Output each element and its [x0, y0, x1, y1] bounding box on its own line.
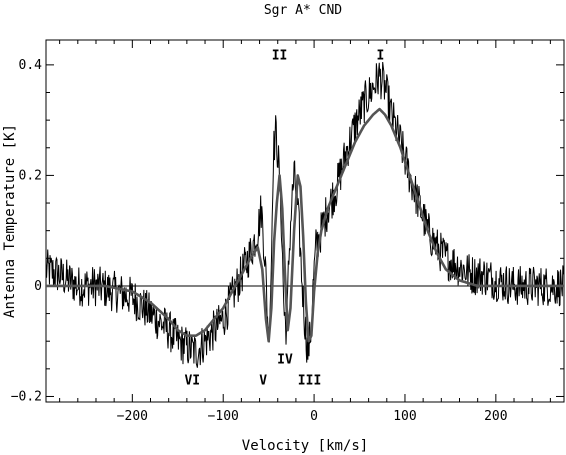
chart-title: Sgr A* CND [264, 3, 342, 18]
x-tick-label: 100 [393, 409, 416, 424]
peak-label: III [298, 373, 321, 388]
y-tick-label: 0.4 [19, 58, 43, 73]
peak-label: IV [277, 352, 293, 367]
series-fit-line [45, 107, 565, 343]
x-tick-label: −200 [117, 409, 148, 424]
x-tick-label: 0 [310, 409, 318, 424]
peak-label: II [272, 48, 288, 63]
x-axis-label: Velocity [km/s] [242, 438, 368, 454]
peak-label: VI [184, 373, 200, 388]
y-tick-label: −0.2 [11, 389, 42, 404]
y-tick-label: 0.2 [19, 168, 42, 183]
peak-label: I [377, 48, 385, 63]
tick-layer: −200 −100 0 100 200 −0.2 0 0.2 0.4 [11, 40, 564, 424]
series-layer [45, 61, 565, 368]
plot-frame [45, 39, 565, 403]
x-tick-label: −100 [208, 409, 239, 424]
peak-label: V [259, 373, 267, 388]
y-axis-label: Antenna Temperature [K] [2, 124, 18, 318]
series-observed-line [45, 61, 565, 368]
x-tick-label: 200 [484, 409, 507, 424]
y-tick-label: 0 [34, 279, 42, 294]
